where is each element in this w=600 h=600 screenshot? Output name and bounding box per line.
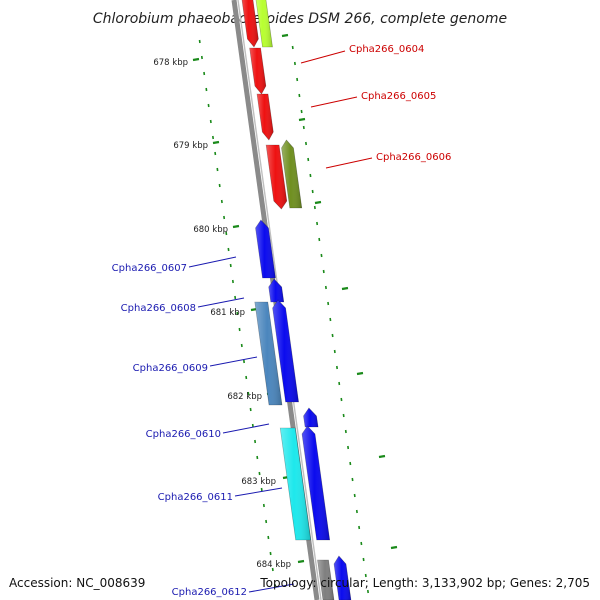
tick-label-680: 680 kbp	[193, 225, 228, 235]
callout-line-0605	[310, 96, 358, 108]
gene-feature-0611b-shine	[302, 426, 330, 540]
gene-feature-0603b-shine	[255, 0, 273, 47]
major-tick	[378, 454, 386, 459]
tick-label-678: 678 kbp	[153, 58, 188, 68]
tick-ring-inner	[198, 39, 276, 588]
major-tick	[192, 57, 200, 62]
major-tick	[390, 545, 398, 550]
gene-feature-0610-shine	[303, 408, 319, 427]
major-tick	[232, 224, 240, 229]
topology-text: Topology: circular; Length: 3,133,902 bp…	[259, 576, 590, 590]
gene-feature-0609-shine	[272, 300, 299, 402]
gene-feature-0603-shine	[241, 0, 259, 47]
callout-line-0612	[248, 583, 295, 593]
callout-line-0607	[188, 256, 237, 268]
gene-label-0610[interactable]: Cpha266_0610	[146, 429, 221, 440]
gene-feature-0603b	[255, 0, 273, 48]
gene-feature-0609a-shine	[254, 302, 282, 405]
tick-label-684: 684 kbp	[256, 560, 291, 570]
callout-line-0608	[197, 297, 245, 308]
gene-feature-0609	[272, 299, 299, 403]
tick-label-683: 683 kbp	[241, 477, 276, 487]
gene-feature-0612	[333, 555, 352, 600]
gene-feature-0604	[249, 47, 267, 95]
gene-feature-0605-shine	[257, 94, 274, 140]
gene-label-0606[interactable]: Cpha266_0606	[376, 152, 451, 163]
callout-line-0604	[300, 50, 346, 64]
gene-feature-0606a-shine	[266, 145, 287, 209]
tick-label-682: 682 kbp	[227, 392, 262, 402]
gene-feature-0606-shine	[281, 140, 302, 208]
major-tick	[281, 33, 289, 38]
major-tick	[314, 200, 322, 205]
major-tick	[341, 286, 349, 291]
tick-label-681: 681 kbp	[210, 308, 245, 318]
gene-feature-0604-shine	[249, 48, 266, 94]
major-tick	[356, 371, 364, 376]
gene-feature-0606	[281, 139, 303, 209]
gene-feature-0606a	[265, 144, 288, 210]
gene-features	[241, 0, 352, 600]
gene-label-0611[interactable]: Cpha266_0611	[158, 492, 233, 503]
gene-feature-0611-shine	[280, 428, 311, 540]
tick-ring-outer	[291, 45, 369, 594]
callout-line-0611	[234, 487, 283, 497]
gene-feature-0608	[268, 278, 285, 303]
gene-feature-0607	[255, 219, 276, 279]
gene-label-0604[interactable]: Cpha266_0604	[349, 44, 424, 55]
tick-label-679: 679 kbp	[173, 141, 208, 151]
gene-feature-0612a-shine	[317, 560, 334, 600]
gene-feature-0603	[241, 0, 259, 48]
gene-label-0607[interactable]: Cpha266_0607	[112, 263, 187, 274]
major-tick	[298, 117, 306, 122]
major-tick	[297, 559, 305, 564]
gene-label-0608[interactable]: Cpha266_0608	[121, 303, 196, 314]
gene-label-0609[interactable]: Cpha266_0609	[133, 363, 208, 374]
major-tick	[212, 140, 220, 145]
callout-line-0609	[209, 356, 258, 367]
map-title: Chlorobium phaeobacteroides DSM 266, com…	[93, 11, 507, 27]
gene-feature-0610	[303, 407, 319, 428]
callout-line-0606	[325, 157, 373, 169]
gene-feature-0608-shine	[268, 279, 284, 302]
gene-feature-0607-shine	[255, 220, 276, 278]
gene-feature-0611	[279, 427, 312, 541]
gene-feature-0605	[256, 93, 274, 141]
gene-feature-0611b	[301, 425, 331, 541]
callout-line-0610	[222, 423, 270, 434]
gene-label-0605[interactable]: Cpha266_0605	[361, 91, 436, 102]
gene-feature-0612-shine	[334, 556, 351, 600]
gene-label-0612[interactable]: Cpha266_0612	[172, 587, 247, 598]
gene-feature-0612a	[317, 559, 335, 600]
accession-text: Accession: NC_008639	[9, 576, 145, 590]
gene-feature-0609a	[254, 301, 283, 406]
